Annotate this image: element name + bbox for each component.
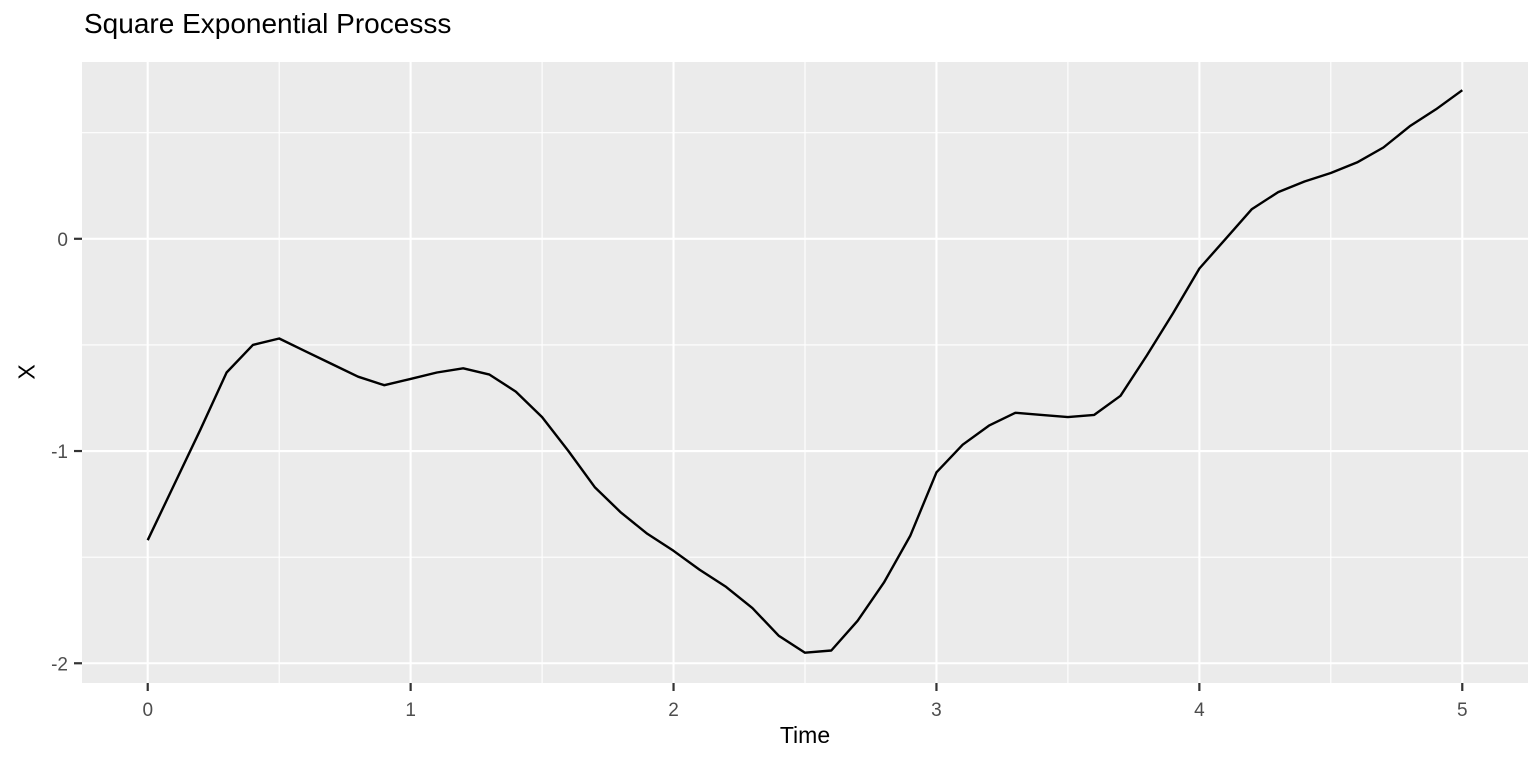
x-tick-label: 3: [931, 700, 942, 721]
series-line: [146, 89, 1464, 654]
y-axis-title: X: [13, 364, 40, 380]
chart-title: Square Exponential Processs: [84, 8, 452, 39]
x-tick-label: 0: [142, 700, 153, 721]
x-tick-label: 5: [1457, 700, 1468, 721]
y-tick-label: 0: [57, 230, 68, 251]
x-axis-title: Time: [779, 722, 831, 748]
y-tick-label: -1: [51, 442, 68, 463]
x-tick-label: 2: [668, 700, 679, 721]
x-tick-label: 1: [405, 700, 416, 721]
y-tick-label: -2: [51, 654, 68, 675]
x-tick-label: 4: [1194, 700, 1205, 721]
